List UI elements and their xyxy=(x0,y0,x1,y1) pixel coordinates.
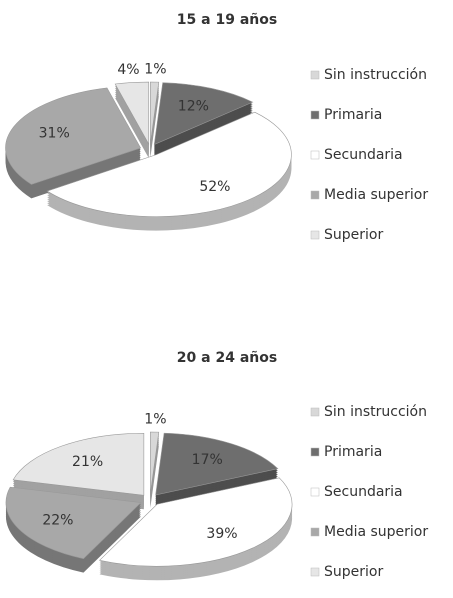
data-label: 21% xyxy=(72,454,103,470)
slice xyxy=(150,431,160,495)
slice xyxy=(12,432,145,496)
legend-label: Media superior xyxy=(324,187,428,203)
data-label: 31% xyxy=(39,126,70,142)
slice xyxy=(150,81,160,145)
data-label: 4% xyxy=(117,62,139,78)
chart-title: 20 a 24 años xyxy=(177,350,277,366)
legend-swatch xyxy=(310,190,320,200)
legend-label: Secundaria xyxy=(324,147,403,163)
slice xyxy=(153,82,254,146)
slice xyxy=(98,477,293,567)
legend-label: Superior xyxy=(324,227,383,243)
legend-swatch xyxy=(310,407,320,417)
legend-swatch xyxy=(310,487,320,497)
data-label: 12% xyxy=(178,98,209,114)
legend-label: Media superior xyxy=(324,524,428,540)
slice xyxy=(46,111,292,217)
legend-label: Secundaria xyxy=(324,484,403,500)
data-label: 39% xyxy=(206,526,237,542)
legend-label: Sin instrucción xyxy=(324,67,427,83)
legend-label: Primaria xyxy=(324,444,382,460)
data-label: 1% xyxy=(144,412,166,428)
legend-swatch xyxy=(310,70,320,80)
slice xyxy=(155,432,279,496)
data-label: 17% xyxy=(192,452,223,468)
data-label: 1% xyxy=(144,62,166,78)
chart-title: 15 a 19 años xyxy=(177,12,277,28)
legend-label: Primaria xyxy=(324,107,382,123)
slice xyxy=(5,486,142,559)
legend-swatch xyxy=(310,150,320,160)
slice xyxy=(114,81,150,146)
legend-label: Sin instrucción xyxy=(324,404,427,420)
legend-swatch xyxy=(310,230,320,240)
legend-swatch xyxy=(310,447,320,457)
legend-swatch xyxy=(310,527,320,537)
data-label: 52% xyxy=(199,179,230,195)
legend-label: Superior xyxy=(324,564,383,580)
legend-swatch xyxy=(310,110,320,120)
slice xyxy=(5,87,142,185)
legend-swatch xyxy=(310,567,320,577)
data-label: 22% xyxy=(42,513,73,529)
